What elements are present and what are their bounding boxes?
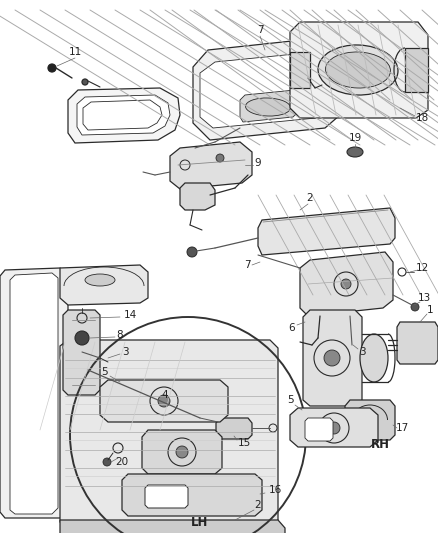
Text: 7: 7 bbox=[257, 25, 263, 35]
Ellipse shape bbox=[347, 147, 363, 157]
Text: 19: 19 bbox=[348, 133, 362, 143]
Circle shape bbox=[158, 395, 170, 407]
Polygon shape bbox=[193, 38, 340, 140]
Polygon shape bbox=[60, 265, 148, 305]
Polygon shape bbox=[100, 380, 228, 422]
Circle shape bbox=[303, 73, 313, 83]
Circle shape bbox=[82, 79, 88, 85]
Polygon shape bbox=[216, 418, 252, 439]
Circle shape bbox=[341, 279, 351, 289]
Text: 20: 20 bbox=[116, 457, 129, 467]
Text: 5: 5 bbox=[287, 395, 293, 405]
Ellipse shape bbox=[85, 274, 115, 286]
Polygon shape bbox=[305, 418, 333, 441]
Polygon shape bbox=[142, 430, 222, 474]
Ellipse shape bbox=[318, 45, 398, 95]
Polygon shape bbox=[10, 273, 58, 514]
Polygon shape bbox=[60, 520, 285, 533]
Ellipse shape bbox=[325, 52, 391, 88]
Text: 3: 3 bbox=[122, 347, 128, 357]
Circle shape bbox=[187, 247, 197, 257]
Text: 8: 8 bbox=[117, 330, 124, 340]
Circle shape bbox=[176, 446, 188, 458]
Polygon shape bbox=[397, 322, 438, 364]
Circle shape bbox=[349, 344, 357, 352]
Circle shape bbox=[411, 303, 419, 311]
Circle shape bbox=[216, 154, 224, 162]
Text: 15: 15 bbox=[237, 438, 251, 448]
Polygon shape bbox=[68, 88, 180, 143]
Polygon shape bbox=[170, 142, 252, 189]
Polygon shape bbox=[200, 52, 330, 128]
Ellipse shape bbox=[360, 334, 388, 382]
Circle shape bbox=[328, 422, 340, 434]
Text: RH: RH bbox=[371, 439, 389, 451]
Polygon shape bbox=[290, 408, 378, 447]
Text: 12: 12 bbox=[415, 263, 429, 273]
Polygon shape bbox=[405, 48, 428, 92]
Polygon shape bbox=[180, 183, 215, 210]
Polygon shape bbox=[240, 90, 298, 122]
Text: 7: 7 bbox=[244, 260, 250, 270]
Polygon shape bbox=[60, 340, 278, 528]
Text: 14: 14 bbox=[124, 310, 137, 320]
Polygon shape bbox=[258, 208, 395, 255]
Circle shape bbox=[48, 64, 56, 72]
Polygon shape bbox=[83, 100, 162, 130]
Polygon shape bbox=[63, 310, 100, 395]
Polygon shape bbox=[122, 474, 262, 516]
Polygon shape bbox=[303, 310, 362, 406]
Text: 4: 4 bbox=[162, 390, 168, 400]
Text: 1: 1 bbox=[427, 305, 433, 315]
Text: 18: 18 bbox=[415, 113, 429, 123]
Text: 2: 2 bbox=[307, 193, 313, 203]
Text: 5: 5 bbox=[102, 367, 108, 377]
Text: 16: 16 bbox=[268, 485, 282, 495]
Circle shape bbox=[103, 458, 111, 466]
Polygon shape bbox=[77, 95, 170, 135]
Polygon shape bbox=[300, 252, 393, 316]
Circle shape bbox=[324, 350, 340, 366]
Text: 13: 13 bbox=[417, 293, 431, 303]
Text: 6: 6 bbox=[289, 323, 295, 333]
Text: 3: 3 bbox=[359, 347, 365, 357]
Polygon shape bbox=[0, 268, 68, 518]
Text: 17: 17 bbox=[396, 423, 409, 433]
Circle shape bbox=[75, 331, 89, 345]
Polygon shape bbox=[290, 52, 310, 88]
Text: 9: 9 bbox=[254, 158, 261, 168]
Polygon shape bbox=[145, 485, 188, 508]
Polygon shape bbox=[345, 400, 395, 440]
Text: 11: 11 bbox=[68, 47, 81, 57]
Text: 2: 2 bbox=[254, 500, 261, 510]
Ellipse shape bbox=[246, 98, 290, 116]
Text: LH: LH bbox=[191, 515, 208, 529]
Polygon shape bbox=[290, 22, 428, 118]
